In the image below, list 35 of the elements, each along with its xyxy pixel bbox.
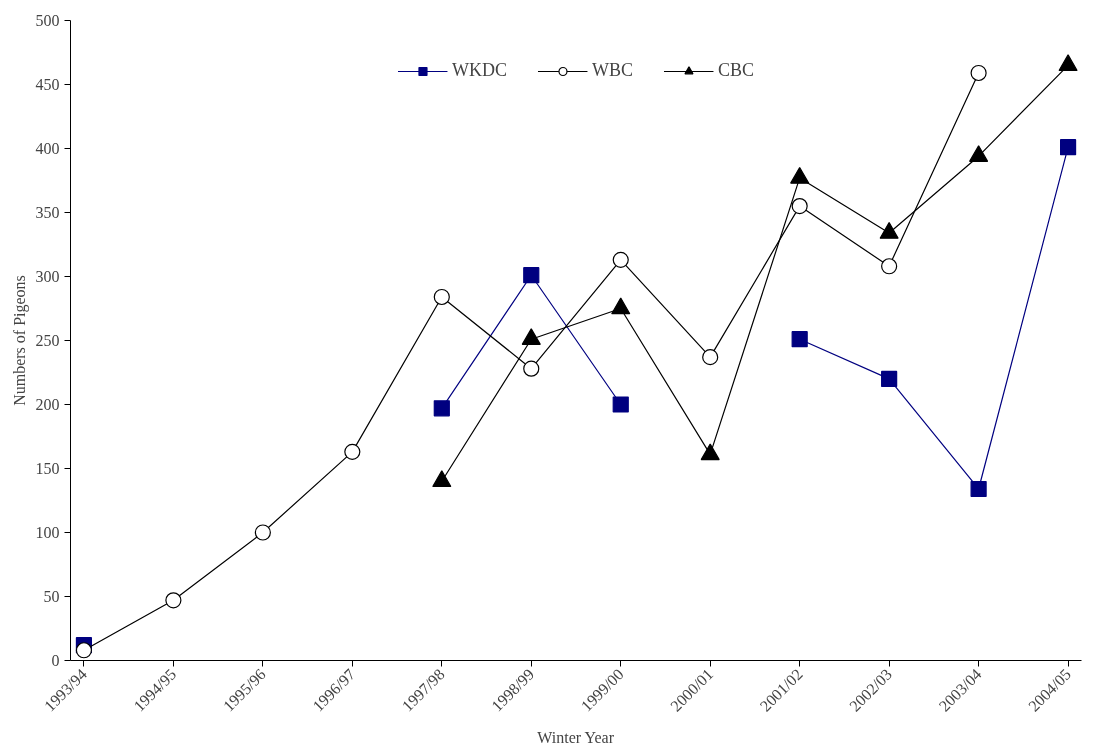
point [612, 251, 629, 268]
point [433, 400, 450, 417]
point [433, 288, 450, 306]
y-tick-label: 200 [35, 396, 60, 413]
point [1058, 54, 1078, 72]
y-tick-label: 400 [35, 140, 60, 157]
point [344, 443, 361, 460]
y-axis-title: Numbers of Pigeons [10, 275, 29, 406]
point [523, 360, 540, 377]
point [791, 198, 808, 215]
y-tick-label: 350 [35, 204, 60, 221]
y-tick-label: 250 [35, 332, 60, 349]
point [970, 64, 987, 82]
point [881, 370, 898, 387]
x-axis-title: Winter Year [537, 728, 615, 746]
y-tick-label: 300 [35, 268, 60, 285]
point [881, 258, 898, 275]
point [702, 349, 719, 366]
legend-label: WKDC [451, 60, 507, 81]
point [75, 642, 93, 659]
point [791, 331, 808, 348]
point [254, 524, 271, 541]
point [612, 396, 629, 413]
y-tick-label: 500 [35, 12, 60, 29]
legend-label: WBC [591, 60, 633, 81]
point [165, 592, 182, 609]
point [970, 480, 987, 498]
point [1059, 139, 1077, 156]
y-tick-label: 450 [35, 76, 60, 93]
point [523, 267, 540, 284]
y-tick-label: 100 [35, 524, 60, 541]
y-tick-label: 0 [51, 652, 60, 669]
legend-label: CBC [717, 60, 755, 81]
y-tick-label: 150 [35, 460, 60, 477]
y-tick-label: 50 [43, 588, 60, 605]
